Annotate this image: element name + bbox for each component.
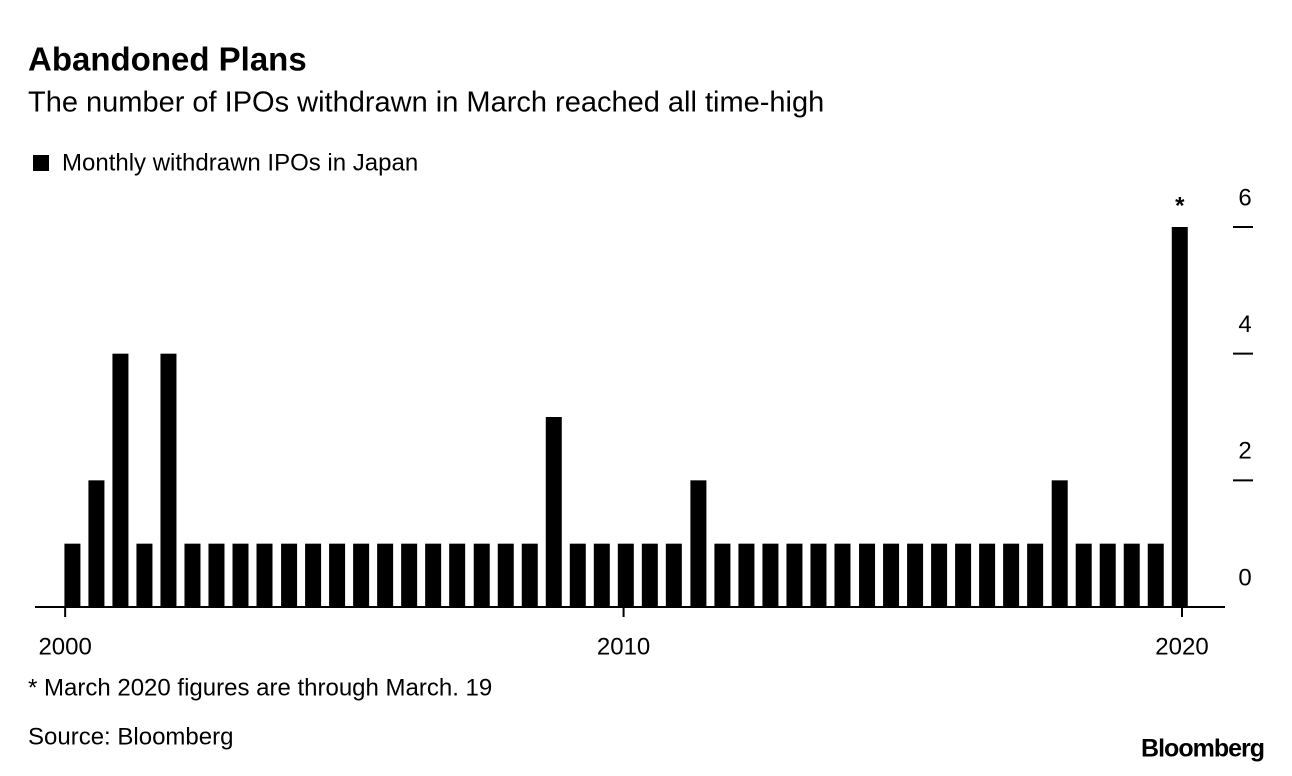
bar	[907, 543, 924, 607]
y-tick-label: 2	[1238, 438, 1251, 465]
bar	[425, 543, 442, 607]
bar	[931, 543, 948, 607]
bar	[810, 543, 827, 607]
bar	[1171, 227, 1188, 607]
bar	[521, 543, 538, 607]
bar	[1123, 543, 1140, 607]
bar	[979, 543, 996, 607]
chart-subtitle: The number of IPOs withdrawn in March re…	[28, 87, 824, 119]
bar	[641, 543, 658, 607]
bar	[545, 417, 562, 607]
x-tick-label: 2020	[1155, 633, 1208, 660]
bar	[1051, 480, 1068, 607]
bar	[401, 543, 418, 607]
source: Source: Bloomberg	[28, 723, 233, 750]
bar	[184, 543, 201, 607]
bar	[329, 543, 346, 607]
bar	[208, 543, 225, 607]
bar	[305, 543, 322, 607]
bar	[281, 543, 298, 607]
bar	[1003, 543, 1020, 607]
y-tick-label: 0	[1238, 564, 1251, 591]
bar	[160, 353, 177, 607]
bar	[1099, 543, 1116, 607]
brand-logo: Bloomberg	[1141, 735, 1264, 763]
chart-title: Abandoned Plans	[28, 41, 307, 78]
bar	[473, 543, 490, 607]
bar	[955, 543, 972, 607]
bar	[256, 543, 273, 607]
bar	[834, 543, 851, 607]
x-tick-label: 2000	[38, 633, 91, 660]
bar	[136, 543, 153, 607]
bar	[665, 543, 682, 607]
legend-label: Monthly withdrawn IPOs in Japan	[62, 149, 418, 176]
bar	[64, 543, 81, 607]
bar	[859, 543, 876, 607]
footnote: * March 2020 figures are through March. …	[28, 674, 492, 701]
bar	[353, 543, 370, 607]
legend-swatch	[33, 155, 49, 171]
bar	[1075, 543, 1092, 607]
bar	[112, 353, 129, 607]
bar	[1027, 543, 1044, 607]
bar	[883, 543, 900, 607]
bar	[714, 543, 731, 607]
x-tick-label: 2010	[597, 633, 650, 660]
y-tick-label: 4	[1238, 311, 1251, 338]
bar	[1147, 543, 1164, 607]
bar	[738, 543, 755, 607]
bar	[497, 543, 514, 607]
bar	[617, 543, 634, 607]
bar	[449, 543, 466, 607]
bar	[593, 543, 610, 607]
bar	[690, 480, 707, 607]
bar	[786, 543, 803, 607]
bar	[569, 543, 586, 607]
bar	[762, 543, 779, 607]
bar	[88, 480, 105, 607]
bar	[377, 543, 394, 607]
bar	[232, 543, 249, 607]
y-tick-label: 6	[1238, 184, 1251, 211]
annotation: *	[1175, 192, 1185, 219]
